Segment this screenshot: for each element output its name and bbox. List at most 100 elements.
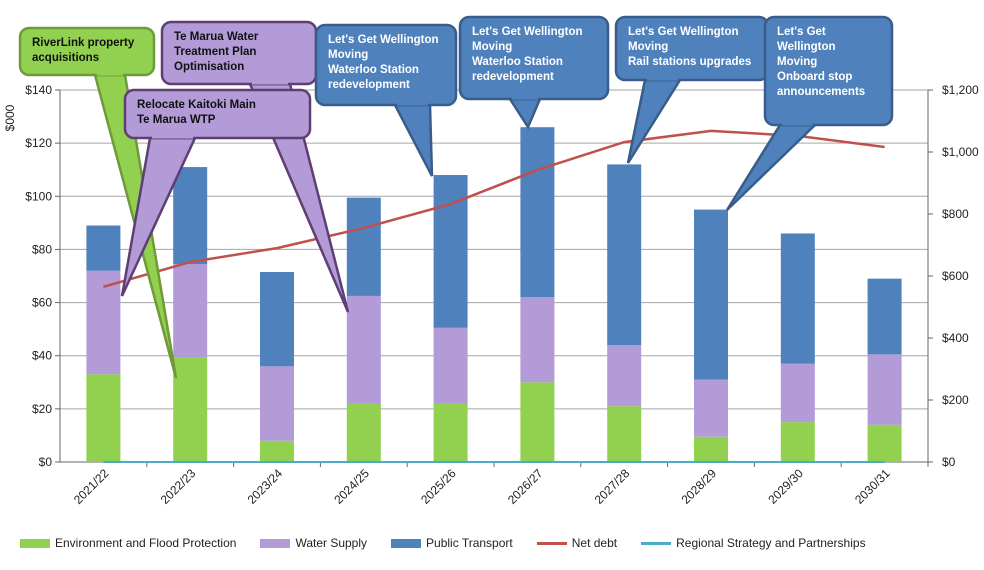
x-tick-label: 2029/30 (765, 466, 806, 507)
y-tick-label: $140 (25, 83, 52, 97)
x-tick-label: 2027/28 (592, 466, 633, 507)
y-tick-label: $40 (32, 349, 52, 363)
y2-tick-label: $400 (942, 331, 969, 345)
bar-water-supply (260, 366, 294, 441)
callout-box (18, 26, 156, 77)
callout-text: acquisitions (32, 52, 99, 64)
callout-text: Optimisation (174, 61, 244, 73)
bar-water-supply (867, 354, 902, 425)
x-tick-label: 2026/27 (505, 466, 546, 507)
bar-water-supply (346, 295, 381, 404)
callout-text: Moving (628, 41, 668, 53)
y-tick-label: $120 (25, 136, 52, 150)
y-axis-label: $000 (3, 104, 17, 131)
callout: Te Marua Water Treatment Plan Optimisation (160, 20, 350, 313)
y2-tick-label: $0 (942, 455, 956, 469)
bar-environment-and-flood-protection (173, 357, 208, 462)
y-tick-label: $100 (25, 189, 52, 203)
legend-item: Net debt (536, 536, 618, 550)
bar-public-transport (260, 272, 294, 367)
y-tick-label: $0 (39, 455, 53, 469)
line-net-debt (103, 129, 885, 289)
callout-tail (725, 123, 819, 211)
x-tick-label: 2028/29 (679, 466, 720, 507)
callout-tail (392, 103, 434, 177)
callout-text: Let's Get Wellington (628, 26, 739, 38)
callout-box (763, 15, 894, 127)
callout-text: redevelopment (328, 79, 410, 91)
x-tick-label: 2025/26 (418, 466, 459, 507)
callout-text: Rail stations upgrades (628, 56, 751, 68)
bar-environment-and-flood-protection (86, 374, 121, 462)
bar-public-transport (433, 175, 468, 328)
callout-text: Treatment Plan (174, 46, 256, 58)
callout-text: Relocate Kaitoki Main (137, 99, 256, 111)
callout-tail (626, 78, 683, 164)
bar-water-supply (520, 297, 555, 383)
y2-tick-label: $1,000 (942, 145, 979, 159)
bar-public-transport (346, 197, 381, 296)
x-tick-label: 2021/22 (71, 466, 112, 507)
bar-environment-and-flood-protection (260, 440, 294, 462)
legend-swatch (641, 541, 672, 545)
bar-public-transport (173, 167, 208, 265)
callout-text: Moving (472, 41, 512, 53)
y2-tick-label: $600 (942, 269, 969, 283)
callout-text: Moving (328, 49, 368, 61)
legend: Environment and Flood Protection Water Su… (20, 536, 890, 550)
callout-text: Te Marua WTP (137, 114, 216, 126)
legend-swatch (536, 541, 567, 545)
callout: Relocate Kaitoki Main Te Marua WTP (120, 88, 312, 297)
x-tick-label: 2024/25 (331, 466, 372, 507)
legend-item: Regional Strategy and Partnerships (641, 536, 866, 550)
bar-public-transport (520, 127, 555, 298)
bar-public-transport (86, 225, 121, 271)
callout-text: Te Marua Water (174, 31, 259, 43)
callout: Let's Get Wellington Moving Waterloo Stati… (458, 15, 610, 130)
callout-tail (507, 97, 542, 130)
x-tick-label: 2022/23 (158, 466, 199, 507)
bar-public-transport (867, 278, 902, 355)
y2-tick-label: $800 (942, 207, 969, 221)
bar-environment-and-flood-protection (867, 424, 902, 462)
legend-label: Net debt (571, 536, 618, 550)
callout-text: RiverLink property (32, 37, 135, 49)
callout: Let's Get Wellington Moving Waterloo Stati… (314, 23, 458, 177)
legend-label: Public Transport (426, 536, 513, 550)
callout-text: Onboard stop (777, 71, 852, 83)
bar-environment-and-flood-protection (607, 406, 642, 462)
legend-item: Environment and Flood Protection (20, 536, 236, 550)
legend-label: Regional Strategy and Partnerships (676, 536, 866, 550)
y-tick-label: $80 (32, 242, 52, 256)
callout-text: Let's Get Wellington (472, 26, 583, 38)
bar-environment-and-flood-protection (433, 403, 468, 462)
bar-environment-and-flood-protection (346, 403, 381, 462)
legend-swatch (391, 538, 422, 548)
legend-item: Public Transport (391, 536, 513, 550)
callout-text: Let's Get (777, 26, 826, 38)
callout: Let's Get Wellington Moving Rail stations … (614, 15, 770, 164)
y2-tick-label: $1,200 (942, 83, 979, 97)
bar-water-supply (607, 345, 642, 407)
callout-text: announcements (777, 86, 865, 98)
bar-public-transport (780, 233, 815, 364)
bar-water-supply (173, 264, 208, 358)
legend-swatch (260, 538, 291, 548)
callout-box (314, 23, 458, 107)
callout-text: Let's Get Wellington (328, 34, 439, 46)
y2-tick-label: $200 (942, 393, 969, 407)
x-tick-label: 2023/24 (245, 466, 286, 507)
bar-environment-and-flood-protection (520, 382, 555, 462)
callout-text: Moving (777, 56, 817, 68)
bar-public-transport (607, 164, 642, 346)
bar-water-supply (86, 270, 121, 375)
legend-item: Water Supply (260, 536, 367, 550)
callout: Let's Get Wellington Moving Onboard stop ann… (725, 15, 894, 211)
callout-box (123, 88, 312, 140)
legend-swatch (20, 538, 50, 548)
x-tick-label: 2030/31 (852, 466, 893, 507)
y-tick-label: $60 (32, 296, 52, 310)
legend-label: Water Supply (295, 536, 368, 550)
y-tick-label: $20 (32, 402, 52, 416)
